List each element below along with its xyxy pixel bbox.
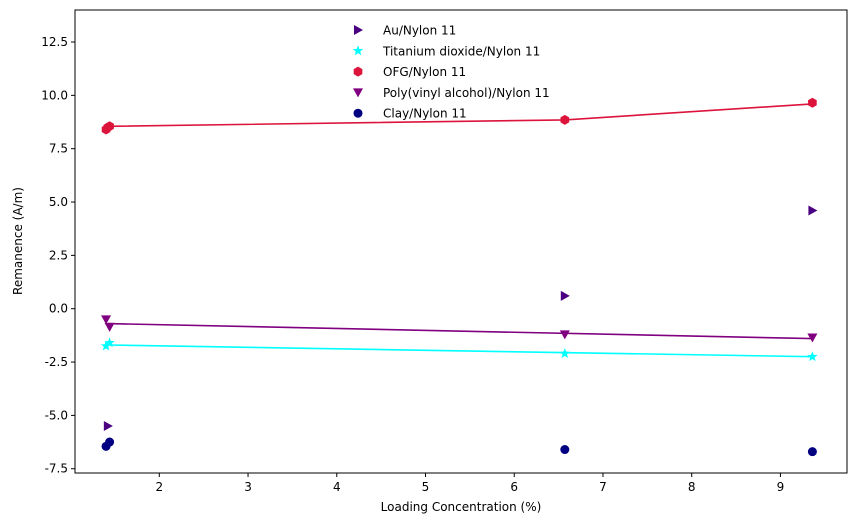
plot-area-background: [75, 10, 847, 473]
x-axis-ticks: 2 3 4 5 6 7 8 9: [155, 473, 784, 494]
legend-label: Titanium dioxide/Nylon 11: [382, 44, 540, 58]
data-points: [100, 97, 818, 457]
data-point: [807, 351, 818, 362]
x-tick-label: 4: [333, 480, 341, 494]
x-tick-label: 8: [688, 480, 696, 494]
data-point: [101, 315, 112, 325]
y-tick-label: -7.5: [45, 462, 68, 476]
y-axis-ticks: -7.5 -5.0 -2.5 0.0 2.5 5.0 7.5 10.0 12.5: [41, 35, 75, 476]
x-tick-label: 3: [244, 480, 252, 494]
data-point: [808, 205, 818, 216]
legend-marker: [354, 25, 363, 35]
legend-label: Poly(vinyl alcohol)/Nylon 11: [383, 86, 550, 100]
legend-marker: [353, 88, 363, 98]
legend: Au/Nylon 11 Titanium dioxide/Nylon 11 OFG/…: [352, 24, 550, 121]
legend-label: OFG/Nylon 11: [383, 65, 466, 79]
data-point: [560, 114, 570, 125]
legend-label: Au/Nylon 11: [383, 24, 456, 38]
data-point: [559, 330, 570, 340]
fit-line: [107, 344, 813, 358]
y-tick-label: 12.5: [41, 35, 68, 49]
legend-marker: [353, 108, 363, 118]
data-point: [100, 340, 112, 351]
data-point: [559, 348, 571, 358]
fit-line: [107, 322, 813, 340]
y-tick-label: 5.0: [49, 195, 68, 209]
x-axis-title: Loading Concentration (%): [381, 500, 542, 514]
data-point: [105, 121, 114, 132]
y-tick-label: -5.0: [45, 408, 68, 422]
x-tick-label: 9: [777, 480, 785, 494]
y-tick-label: 10.0: [41, 88, 68, 102]
data-point: [104, 322, 115, 332]
plot-frame: [74, 9, 848, 474]
data-point: [103, 421, 113, 432]
x-tick-label: 6: [510, 480, 518, 494]
legend-marker: [352, 45, 364, 56]
y-axis-title: Remanence (A/m): [11, 187, 25, 295]
x-tick-label: 2: [155, 480, 163, 494]
legend-marker: [353, 66, 363, 77]
data-point: [105, 437, 115, 447]
legend-label: Clay/Nylon 11: [383, 107, 467, 121]
data-point: [560, 290, 570, 301]
data-point: [808, 97, 817, 108]
data-point: [104, 337, 115, 348]
y-tick-label: 0.0: [49, 302, 68, 316]
x-tick-label: 5: [422, 480, 430, 494]
y-tick-label: 7.5: [49, 142, 68, 156]
y-tick-label: -2.5: [45, 355, 68, 369]
y-tick-label: 2.5: [49, 248, 68, 262]
data-point: [560, 445, 570, 455]
data-point: [807, 447, 817, 457]
x-tick-label: 7: [599, 480, 607, 494]
data-point: [807, 333, 818, 343]
